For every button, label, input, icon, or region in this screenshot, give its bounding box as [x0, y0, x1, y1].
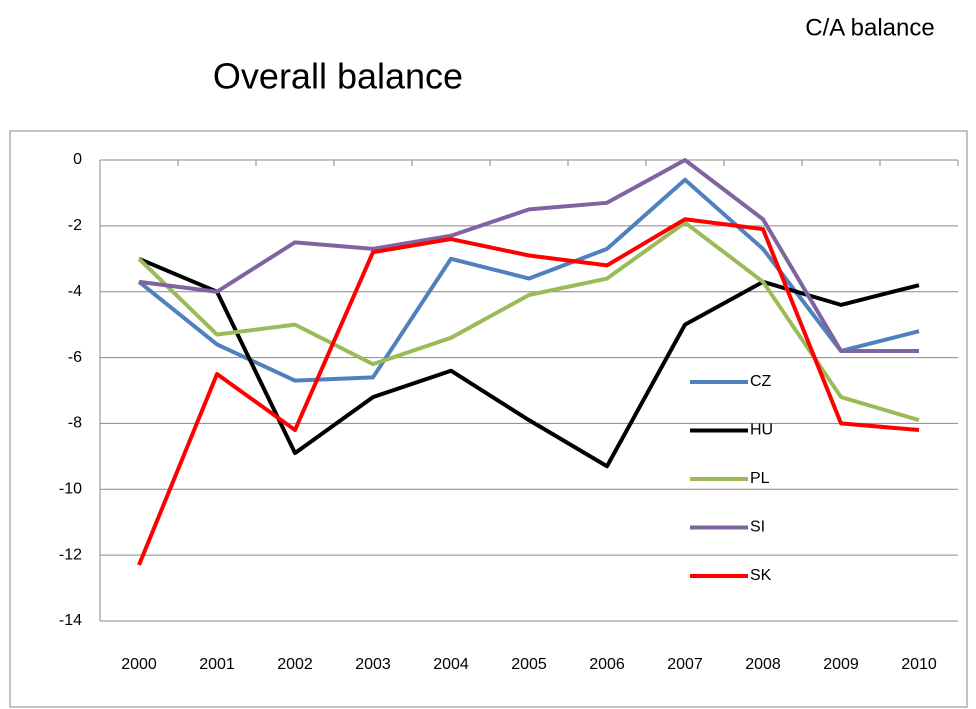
y-tick-label: -2 [68, 217, 82, 234]
series-line [137, 177, 920, 383]
x-tick-label: 2004 [433, 656, 469, 673]
x-tick-label: 2001 [199, 656, 235, 673]
y-tick-label: -6 [68, 349, 82, 366]
y-tick-label: 0 [73, 151, 82, 168]
legend-label: PL [750, 470, 770, 487]
x-tick-label: 2006 [589, 656, 625, 673]
x-tick-label: 2003 [355, 656, 391, 673]
x-tick-label: 2008 [745, 656, 781, 673]
x-tick-label: 2009 [823, 656, 859, 673]
series-line [138, 158, 919, 353]
x-tick-label: 2007 [667, 656, 703, 673]
chart-title: Overall balance [213, 56, 463, 97]
x-tick-label: 2005 [511, 656, 547, 673]
y-tick-label: -4 [68, 283, 82, 300]
series-line [137, 220, 920, 423]
legend-label: CZ [750, 373, 772, 390]
corner-label: C/A balance [805, 14, 934, 41]
legend-label: SI [750, 519, 765, 536]
chart-border [9, 130, 968, 708]
y-tick-label: -10 [59, 481, 82, 498]
y-tick-label: -8 [68, 415, 82, 432]
series-line [137, 217, 920, 566]
x-tick-label: 2002 [277, 656, 313, 673]
legend-label: SK [750, 567, 772, 584]
y-tick-label: -14 [59, 612, 82, 629]
legend-label: HU [750, 422, 773, 439]
y-tick-label: -12 [59, 546, 82, 563]
x-tick-label: 2000 [121, 656, 157, 673]
x-tick-label: 2010 [901, 656, 937, 673]
